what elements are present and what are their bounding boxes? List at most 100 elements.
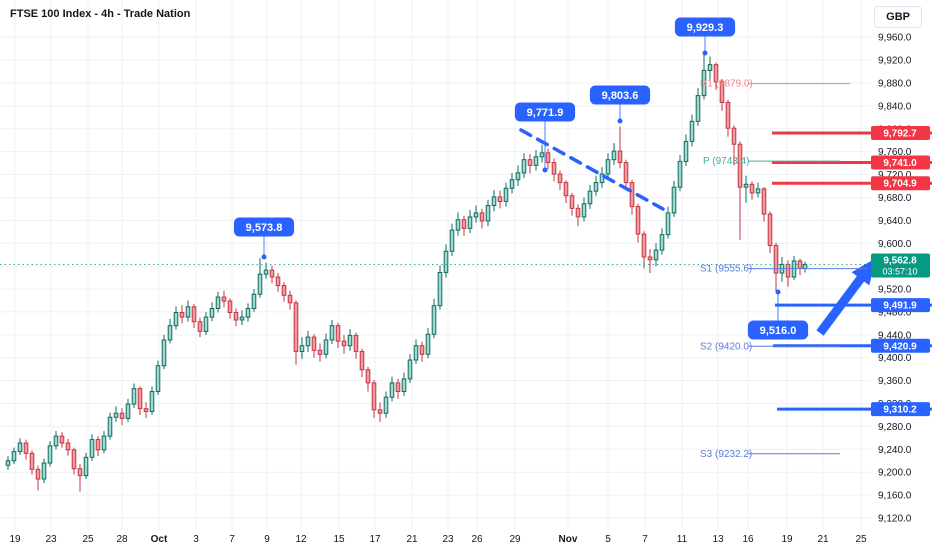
candle-down (551, 162, 557, 175)
time-tick-label: 7 (229, 534, 235, 545)
price-flags: 9,929.3 9,803.6 9,771.9 9,573.8 9,516.0 (233, 17, 809, 340)
price-flag-text: 9,771.9 (527, 107, 564, 119)
candle-up (131, 388, 137, 405)
candle-down (269, 269, 275, 278)
time-tick-label: 11 (677, 534, 688, 545)
candle-down (749, 183, 755, 194)
candle-down (311, 336, 317, 351)
flag-pointer-dot (617, 118, 623, 124)
axis-price-label-box (871, 338, 930, 353)
candle-down (197, 321, 203, 332)
candle-down (497, 196, 503, 202)
candle-up (305, 336, 311, 347)
candle-down (641, 233, 647, 258)
candle-down (545, 152, 551, 164)
candle-up (161, 339, 167, 367)
candle-down (143, 408, 149, 413)
price-axis[interactable]: 9,120.09,160.09,200.09,240.09,280.09,320… (871, 33, 930, 525)
candle-up (533, 156, 539, 166)
candle-up (413, 345, 419, 361)
candle-down (317, 349, 323, 355)
price-tick-label: 9,760.0 (878, 147, 912, 158)
candlestick-series (5, 54, 808, 492)
candle-up (683, 140, 689, 162)
candle-down (29, 452, 35, 470)
price-tick-label: 9,280.0 (878, 422, 912, 433)
time-tick-label: 25 (855, 534, 867, 545)
arrow-shaft[interactable] (816, 271, 868, 336)
price-flag-box[interactable] (514, 102, 576, 122)
candle-down (293, 302, 299, 352)
currency-button[interactable]: GBP (874, 6, 922, 28)
candle-up (677, 160, 683, 188)
candle-down (59, 435, 65, 444)
price-tick-label: 9,600.0 (878, 239, 912, 250)
candle-down (287, 294, 293, 304)
arrow-head[interactable] (851, 258, 876, 286)
candle-down (569, 195, 575, 209)
candle-up (299, 345, 305, 352)
candle-up (245, 307, 251, 318)
pivot-label: R1 (9879.0) (700, 79, 753, 90)
candle-up (167, 325, 173, 341)
price-tick-label: 9,400.0 (878, 353, 912, 364)
price-tick-label: 9,520.0 (878, 285, 912, 296)
price-flag-box[interactable] (674, 17, 736, 37)
candle-down (65, 442, 71, 451)
candle-down (725, 101, 731, 129)
price-tick-label: 9,200.0 (878, 468, 912, 479)
candle-up (425, 333, 431, 355)
price-tick-label: 9,440.0 (878, 330, 912, 341)
price-flag-text: 9,929.3 (687, 22, 724, 34)
price-tick-label: 9,160.0 (878, 491, 912, 502)
candle-down (563, 182, 569, 197)
pivot-levels: R1 (9879.0) P (9743.4) S1 (9555.6) S2 (9420… (700, 79, 868, 460)
candle-up (407, 359, 413, 380)
candle-down (191, 306, 197, 323)
time-tick-label: 17 (369, 534, 381, 545)
candle-down (233, 312, 239, 321)
price-flag-box[interactable] (747, 320, 809, 340)
axis-price-label: 9,420.9 (883, 341, 917, 352)
price-flag-text: 9,803.6 (602, 90, 639, 102)
symbol-title[interactable]: FTSE 100 Index - 4h - Trade Nation (10, 8, 191, 20)
time-tick-label: 19 (781, 534, 793, 545)
candle-down (713, 64, 719, 83)
bar-countdown: 03:57:10 (882, 267, 917, 277)
time-tick-label: 3 (193, 534, 199, 545)
candle-up (473, 212, 479, 218)
candle-up (323, 339, 329, 355)
candle-up (689, 120, 695, 142)
candle-down (785, 263, 791, 278)
candle-down (719, 81, 725, 103)
candle-down (557, 173, 563, 184)
candle-up (89, 439, 95, 458)
candle-up (389, 382, 395, 398)
price-flag-text: 9,516.0 (760, 325, 797, 337)
price-flag-box[interactable] (233, 217, 295, 237)
last-price-label-box[interactable] (871, 253, 930, 278)
time-tick-label: 12 (295, 534, 307, 545)
candle-up (257, 273, 263, 295)
axis-price-label-box (871, 176, 930, 191)
pivot-label: S3 (9232.2) (700, 449, 752, 460)
price-tick-label: 9,880.0 (878, 78, 912, 89)
candle-up (455, 219, 461, 231)
pivot-label: S2 (9420.0) (700, 341, 752, 352)
candle-up (41, 462, 47, 480)
candle-down (95, 439, 101, 451)
price-flag-box[interactable] (589, 85, 651, 105)
candle-up (449, 229, 455, 252)
axis-price-label-box (871, 402, 930, 417)
time-axis[interactable]: 19 23 25 28 Oct 3 7 9 12 15 17 21 23 26 29 Nov 5 7 11 13 16 1… (9, 534, 867, 545)
price-tick-label: 9,120.0 (878, 513, 912, 524)
price-tick-label: 9,960.0 (878, 33, 912, 44)
axis-price-label: 9,310.2 (883, 405, 917, 416)
candle-down (35, 468, 41, 480)
candle-down (623, 162, 629, 184)
candle-up (581, 203, 587, 218)
candle-up (515, 172, 521, 181)
candle-up (539, 152, 545, 158)
axis-price-label-box (871, 155, 930, 170)
